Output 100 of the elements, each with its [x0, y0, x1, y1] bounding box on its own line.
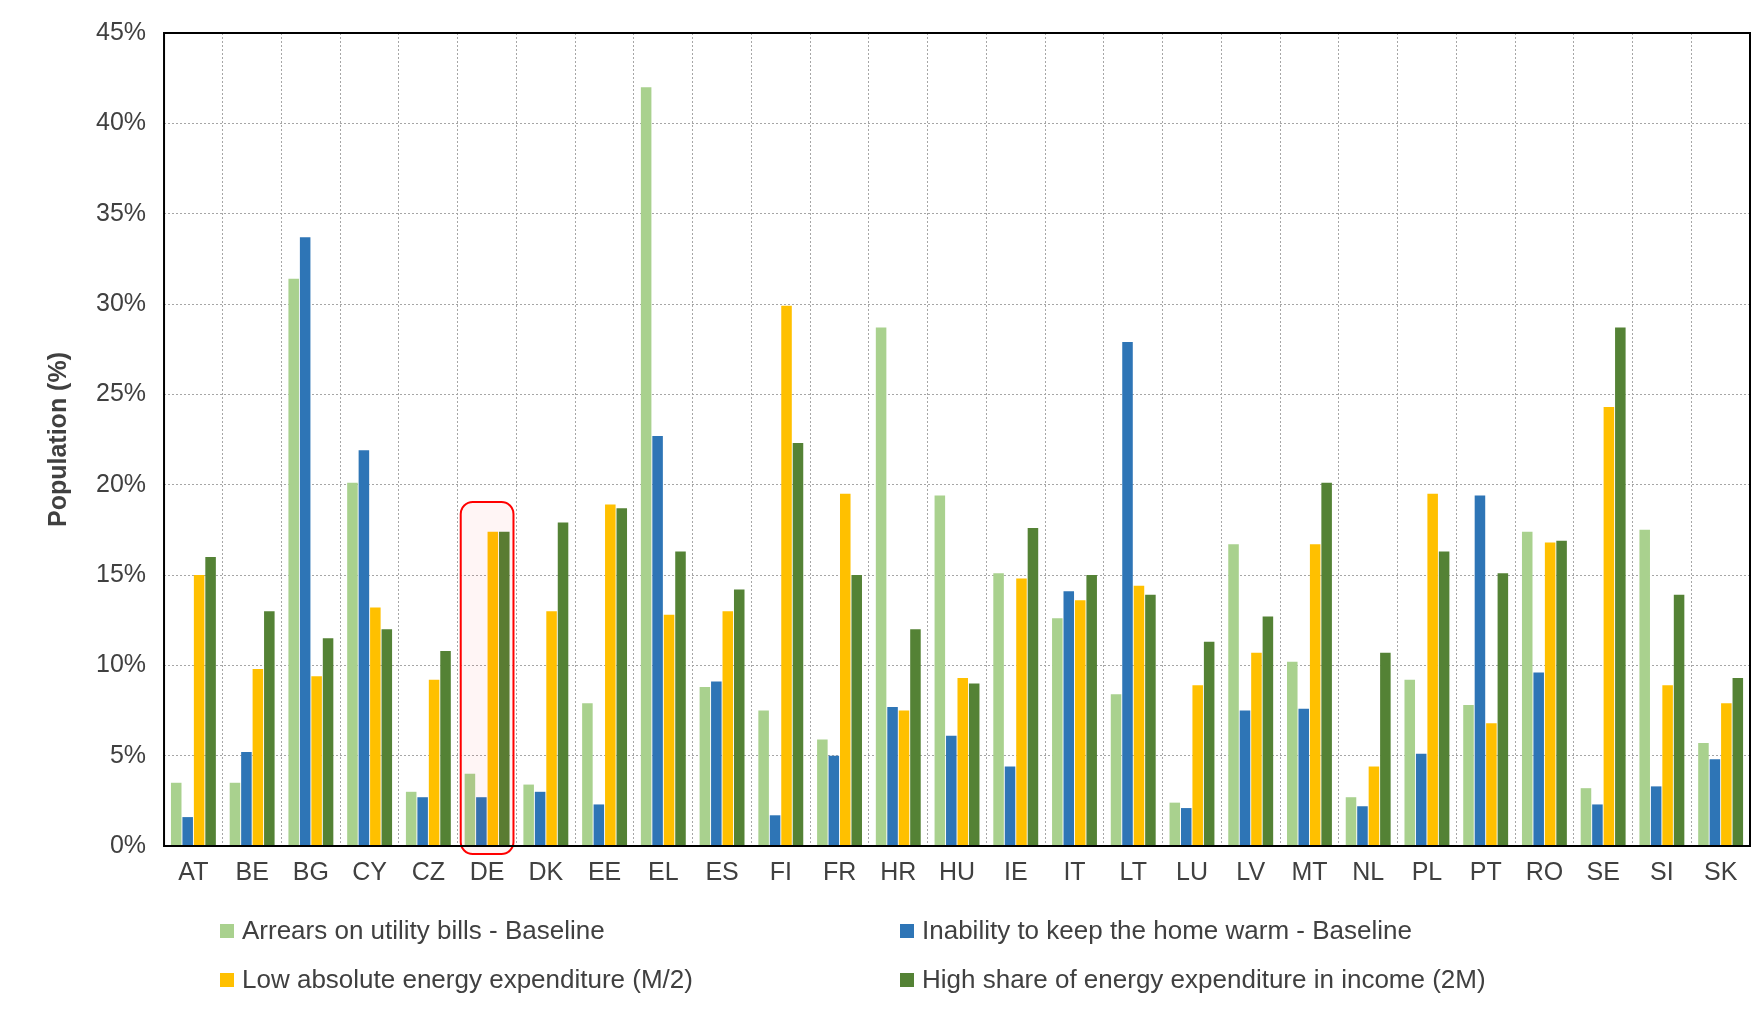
- legend-label: Inability to keep the home warm - Baseline: [922, 915, 1412, 946]
- x-tick-label: NL: [1352, 856, 1385, 885]
- bar: [557, 522, 569, 846]
- x-tick-label: HU: [938, 856, 976, 885]
- x-tick-label: PT: [1469, 856, 1502, 885]
- bar: [1486, 723, 1497, 846]
- bar: [699, 687, 711, 846]
- y-tick-label: 0%: [109, 829, 147, 858]
- bar: [1380, 652, 1391, 846]
- y-tick-label: 45%: [95, 16, 147, 45]
- bar: [593, 804, 605, 846]
- bar: [1086, 575, 1097, 846]
- bar: [1639, 529, 1650, 846]
- bar: [934, 495, 946, 846]
- bar: [1016, 578, 1027, 846]
- y-tick-label: 35%: [95, 197, 147, 226]
- bar: [605, 504, 616, 846]
- bar: [1287, 661, 1298, 846]
- bar: [1169, 802, 1181, 846]
- bar: [722, 611, 734, 846]
- bar: [1145, 594, 1156, 846]
- bar: [663, 614, 675, 846]
- bar: [1203, 641, 1215, 846]
- bar: [1251, 652, 1262, 846]
- bar: [910, 629, 921, 846]
- bar: [616, 508, 628, 846]
- x-tick-label: RO: [1525, 856, 1564, 885]
- bar: [381, 629, 393, 846]
- bar: [170, 782, 182, 846]
- x-tick-label: IT: [1063, 856, 1086, 885]
- bar: [523, 784, 534, 846]
- y-axis-title: Population (%): [42, 352, 71, 527]
- bar: [1463, 705, 1474, 846]
- bar: [182, 817, 193, 846]
- bar: [875, 327, 887, 846]
- x-tick-label: DE: [469, 856, 505, 885]
- x-tick-label: SK: [1703, 856, 1738, 885]
- bar: [1533, 672, 1544, 846]
- x-tick-label: PL: [1411, 856, 1443, 885]
- bar: [993, 573, 1004, 846]
- bar: [1673, 594, 1685, 846]
- bar: [322, 638, 334, 846]
- bar: [652, 435, 663, 846]
- x-tick-label: DK: [528, 856, 564, 885]
- bar: [1309, 544, 1321, 846]
- bar: [1698, 743, 1709, 846]
- x-tick-label: HR: [880, 856, 917, 885]
- bar: [1133, 585, 1145, 846]
- bar: [205, 556, 216, 846]
- y-tick-label: 40%: [95, 107, 147, 136]
- bar: [1110, 694, 1122, 846]
- x-tick-label: FR: [822, 856, 857, 885]
- y-tick-label: 20%: [95, 468, 147, 497]
- x-tick-label: BE: [235, 856, 269, 885]
- bar: [299, 237, 311, 846]
- bar: [487, 531, 499, 846]
- bar: [534, 791, 546, 846]
- bar: [1228, 544, 1239, 846]
- bar: [1321, 482, 1332, 846]
- bar: [817, 739, 828, 846]
- bar: [370, 607, 381, 846]
- bar: [582, 703, 593, 846]
- bar: [851, 575, 862, 846]
- bar: [1368, 766, 1380, 846]
- bar: [957, 677, 969, 846]
- bar: [1650, 786, 1662, 846]
- bar: [311, 676, 322, 846]
- bar: [1415, 753, 1427, 846]
- bar: [1122, 341, 1133, 846]
- x-tick-label: AT: [178, 856, 209, 885]
- bar: [675, 551, 686, 846]
- bar: [1592, 804, 1603, 846]
- bar: [968, 683, 980, 846]
- bar: [405, 791, 417, 846]
- bar: [769, 815, 781, 846]
- bar: [1544, 542, 1556, 846]
- bar: [1580, 788, 1592, 846]
- bar: [1004, 766, 1016, 846]
- bar: [1521, 531, 1533, 846]
- bar: [1074, 600, 1086, 846]
- x-tick-label: LV: [1236, 856, 1266, 885]
- bar: [1474, 495, 1486, 846]
- bar: [229, 782, 241, 846]
- bar: [711, 681, 722, 846]
- bar: [1192, 685, 1203, 846]
- x-tick-label: MT: [1291, 856, 1328, 885]
- bar: [288, 278, 299, 846]
- bar: [640, 87, 652, 846]
- bar: [1427, 493, 1438, 846]
- bar: [1497, 573, 1509, 846]
- bar: [546, 611, 557, 846]
- bar: [499, 531, 510, 846]
- bar: [1603, 406, 1615, 846]
- y-tick-label: 10%: [95, 649, 147, 678]
- x-tick-label: BG: [292, 856, 329, 885]
- x-tick-label: LU: [1175, 856, 1208, 885]
- bar: [428, 679, 440, 846]
- bar: [440, 650, 451, 846]
- bar: [1298, 708, 1309, 846]
- y-tick-label: 5%: [109, 739, 147, 768]
